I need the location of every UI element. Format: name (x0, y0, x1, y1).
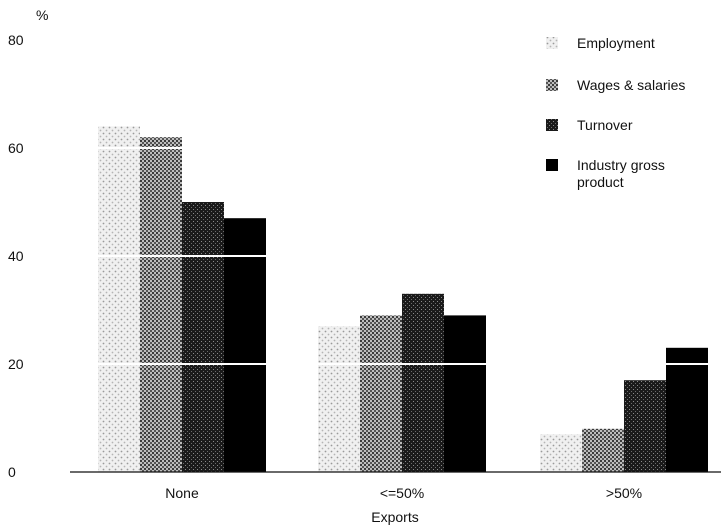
bar-industry-gross-product-2 (666, 347, 708, 472)
y-axis: % 0 20 40 60 80 (8, 7, 48, 480)
x-axis-title: Exports (371, 509, 418, 525)
legend-swatch (546, 37, 558, 49)
bar-industry-gross-product-1 (444, 315, 486, 472)
legend: Employment Wages & salaries Turnover Indust… (546, 35, 685, 190)
y-tick-label: 40 (8, 248, 24, 264)
bar-turnover-1 (402, 293, 444, 472)
reference-lines (98, 147, 708, 365)
bars-group (98, 126, 708, 473)
bar-turnover-2 (624, 380, 666, 472)
legend-label: Wages & salaries (577, 77, 685, 93)
y-tick-label: 0 (8, 464, 16, 480)
legend-label: Employment (577, 35, 655, 51)
y-axis-unit-label: % (36, 7, 48, 23)
bar-industry-gross-product-0 (224, 218, 266, 472)
legend-swatch (546, 79, 558, 91)
bar-employment-0 (98, 126, 140, 473)
bar-wages-salaries-2 (582, 428, 624, 472)
bar-employment-2 (540, 434, 582, 472)
y-tick-label: 60 (8, 140, 24, 156)
x-tick-label: <=50% (380, 485, 424, 501)
bar-turnover-0 (182, 202, 224, 472)
x-tick-label: None (165, 485, 199, 501)
legend-label: Industry gross product (577, 157, 665, 190)
legend-label: Turnover (577, 117, 633, 133)
legend-swatch (546, 159, 558, 171)
bar-wages-salaries-0 (140, 137, 182, 472)
y-tick-label: 80 (8, 32, 24, 48)
bar-employment-1 (318, 326, 360, 472)
y-tick-label: 20 (8, 356, 24, 372)
legend-swatch (546, 119, 558, 131)
x-axis-tick-labels: None <=50% >50% (165, 485, 642, 501)
x-tick-label: >50% (606, 485, 642, 501)
bar-wages-salaries-1 (360, 315, 402, 472)
